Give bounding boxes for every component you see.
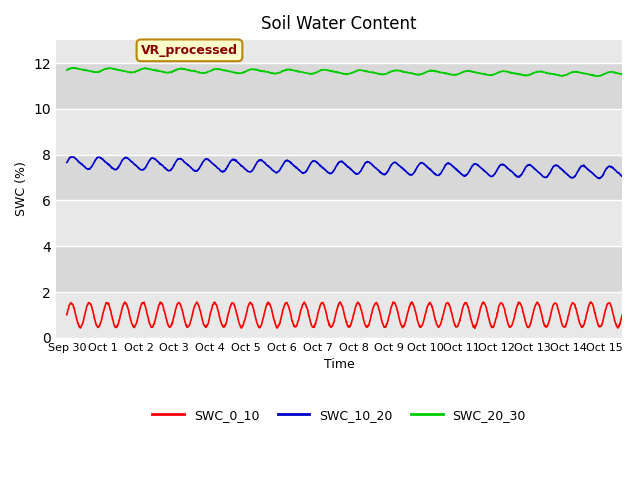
SWC_10_20 <box>106 163 114 169</box>
SWC_0_10 <box>320 302 328 308</box>
SWC_10_20 <box>299 170 307 176</box>
Line: SWC_20_30: SWC_20_30 <box>67 68 622 76</box>
SWC_0_10 <box>618 312 626 318</box>
SWC_0_10 <box>106 305 114 311</box>
SWC_20_30 <box>299 69 307 75</box>
Bar <box>56 155 622 201</box>
SWC_10_20 <box>69 154 77 159</box>
SWC_10_20 <box>321 167 328 172</box>
Text: VR_processed: VR_processed <box>141 44 238 57</box>
SWC_20_30 <box>106 65 114 71</box>
SWC_10_20 <box>63 159 70 165</box>
SWC_0_10 <box>471 325 479 331</box>
SWC_10_20 <box>380 171 387 177</box>
SWC_20_30 <box>618 72 626 77</box>
SWC_0_10 <box>379 321 387 326</box>
SWC_10_20 <box>618 174 626 180</box>
SWC_10_20 <box>129 160 136 166</box>
SWC_20_30 <box>63 67 70 73</box>
SWC_20_30 <box>129 69 136 75</box>
SWC_20_30 <box>310 71 318 76</box>
Line: SWC_10_20: SWC_10_20 <box>67 156 622 179</box>
SWC_10_20 <box>596 176 604 181</box>
Bar <box>56 109 622 155</box>
SWC_20_30 <box>593 73 601 79</box>
Bar <box>56 201 622 246</box>
SWC_0_10 <box>408 299 415 305</box>
Legend: SWC_0_10, SWC_10_20, SWC_20_30: SWC_0_10, SWC_10_20, SWC_20_30 <box>147 404 531 427</box>
Title: Soil Water Content: Soil Water Content <box>261 15 417 33</box>
SWC_20_30 <box>70 65 78 71</box>
Y-axis label: SWC (%): SWC (%) <box>15 162 28 216</box>
SWC_0_10 <box>63 312 70 318</box>
Line: SWC_0_10: SWC_0_10 <box>67 302 622 328</box>
Bar <box>56 246 622 292</box>
Bar <box>56 63 622 109</box>
SWC_0_10 <box>310 323 318 329</box>
SWC_0_10 <box>299 302 307 308</box>
Bar <box>56 292 622 338</box>
SWC_10_20 <box>310 158 318 164</box>
SWC_20_30 <box>321 67 328 73</box>
X-axis label: Time: Time <box>324 358 355 371</box>
SWC_20_30 <box>380 72 387 77</box>
SWC_0_10 <box>129 322 136 327</box>
